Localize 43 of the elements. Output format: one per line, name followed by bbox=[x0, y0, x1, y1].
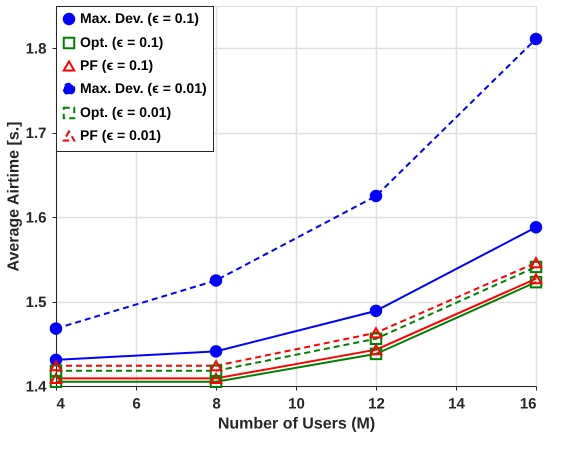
x-axis-title: Number of Users (M) bbox=[218, 416, 376, 432]
x-tick-label: 10 bbox=[288, 396, 305, 412]
point bbox=[50, 372, 62, 384]
x-tick-label: 4 bbox=[56, 396, 66, 412]
point bbox=[210, 376, 222, 388]
y-tick-label: 1.7 bbox=[26, 125, 46, 142]
point bbox=[370, 304, 382, 318]
x-tick-label: 14 bbox=[448, 396, 466, 412]
legend-label: Opt. (ϵ = 0.1) bbox=[80, 34, 164, 50]
legend-label: Opt. (ϵ = 0.01) bbox=[80, 104, 172, 120]
point bbox=[50, 364, 62, 378]
point bbox=[370, 344, 382, 356]
point bbox=[530, 273, 542, 284]
legend-label: Max. Dev. (ϵ = 0.1) bbox=[80, 10, 199, 26]
legend-label: PF (ϵ = 0.1) bbox=[80, 57, 154, 73]
point bbox=[530, 257, 542, 268]
x-tick-label: 8 bbox=[212, 396, 221, 412]
point bbox=[50, 360, 62, 372]
point bbox=[210, 372, 222, 384]
x-tick-label: 12 bbox=[368, 396, 385, 412]
point bbox=[530, 221, 542, 234]
point bbox=[210, 364, 222, 378]
legend-label: Max. Dev. (ϵ = 0.01) bbox=[80, 80, 207, 96]
point bbox=[370, 348, 382, 360]
point bbox=[370, 332, 382, 345]
point bbox=[370, 190, 382, 202]
x-tick-label: 16 bbox=[520, 396, 536, 412]
y-tick-label: 1.8 bbox=[26, 40, 46, 58]
y-tick-label: 1.4 bbox=[26, 378, 48, 396]
point bbox=[50, 376, 62, 388]
y-axis-title: Average Airtime [s.] bbox=[6, 122, 23, 272]
point bbox=[370, 327, 382, 338]
y-tick-label: 1.5 bbox=[26, 294, 46, 312]
point bbox=[530, 260, 542, 274]
point bbox=[210, 274, 222, 287]
y-tick-label: 1.6 bbox=[26, 210, 46, 227]
legend-label: PF (ϵ = 0.01) bbox=[80, 127, 162, 143]
point bbox=[530, 32, 542, 46]
point bbox=[530, 276, 542, 288]
x-tick-label: 6 bbox=[132, 396, 141, 412]
point bbox=[210, 345, 222, 358]
point bbox=[50, 322, 62, 335]
point bbox=[210, 360, 222, 372]
